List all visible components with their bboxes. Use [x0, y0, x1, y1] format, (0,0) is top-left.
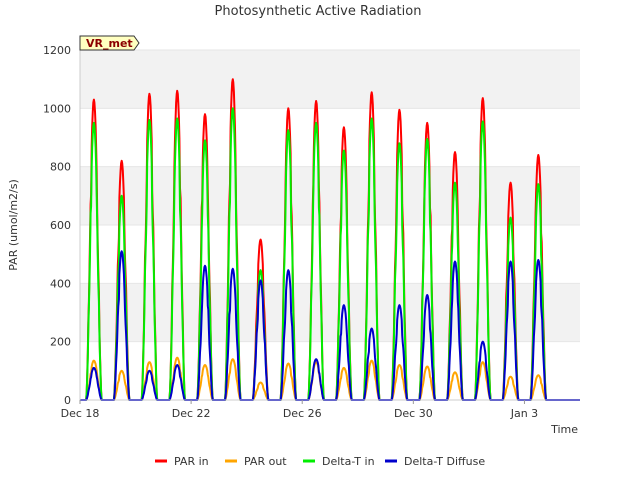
x-axis-label: Time: [550, 423, 578, 436]
legend-label: PAR out: [244, 455, 287, 468]
grid-band: [80, 283, 580, 342]
grid-band: [80, 50, 580, 109]
chart-title: Photosynthetic Active Radiation: [215, 4, 422, 19]
legend-item: PAR in: [155, 455, 209, 468]
station-tag-box: [79, 35, 140, 51]
legend-label: PAR in: [174, 455, 209, 468]
y-tick-label: 1200: [43, 44, 71, 57]
y-axis-label: PAR (umol/m2/s): [7, 179, 20, 271]
x-tick-label: Dec 22: [172, 407, 211, 420]
station-tag-label: VR_met: [86, 37, 133, 50]
y-tick-label: 0: [64, 394, 71, 407]
y-tick-label: 800: [50, 161, 71, 174]
y-axis: 0 200 400 600 800 1000 1200: [43, 44, 81, 407]
x-tick-label: Dec 18: [61, 407, 100, 420]
grid-band: [80, 166, 580, 225]
y-tick-label: 1000: [43, 102, 71, 115]
legend-item: PAR out: [225, 455, 287, 468]
y-tick-label: 600: [50, 219, 71, 232]
legend-item: Delta-T in: [303, 455, 375, 468]
y-tick-label: 400: [50, 277, 71, 290]
y-tick-label: 200: [50, 336, 71, 349]
legend: PAR in PAR out Delta-T in Delta-T Diffuse: [155, 455, 485, 468]
legend-label: Delta-T Diffuse: [404, 455, 485, 468]
legend-item: Delta-T Diffuse: [385, 455, 485, 468]
legend-label: Delta-T in: [322, 455, 375, 468]
x-tick-label: Dec 26: [283, 407, 322, 420]
x-axis: Dec 18 Dec 22 Dec 26 Dec 30 Jan 3: [61, 399, 580, 420]
x-tick-label: Jan 3: [510, 407, 538, 420]
station-tag: VR_met: [79, 35, 140, 51]
x-tick-label: Dec 30: [394, 407, 433, 420]
